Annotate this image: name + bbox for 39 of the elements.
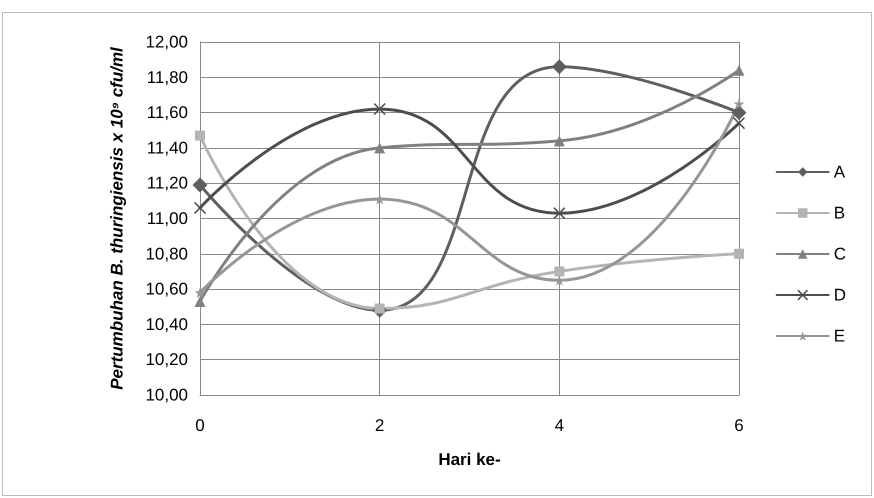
y-tick-label: 11,20 <box>146 174 188 193</box>
legend-label: D <box>834 286 846 304</box>
legend-label: A <box>834 162 846 182</box>
y-axis-title: Pertumbuhan B. thuringiensis x 10⁹ cfu/ml <box>108 46 126 390</box>
legend-label: C <box>834 244 846 264</box>
x-tick-label: 2 <box>374 416 384 435</box>
point <box>374 194 386 205</box>
point <box>732 116 746 130</box>
x-tick-label: 6 <box>734 416 744 435</box>
y-tick-label: 10,20 <box>145 350 188 370</box>
point <box>732 105 746 120</box>
x-tick-label: 0 <box>195 416 205 435</box>
x-tick-label: 4 <box>554 416 564 435</box>
y-tick-label: 10,60 <box>145 280 188 299</box>
point <box>194 202 206 214</box>
y-tick-label: 10,80 <box>145 244 188 264</box>
y-tick-label: 11,00 <box>146 209 188 228</box>
point <box>194 287 206 298</box>
y-tick-label: 12,00 <box>145 32 188 52</box>
point <box>734 98 744 110</box>
point <box>373 102 386 116</box>
point <box>552 59 567 74</box>
legend-label: E <box>834 326 846 346</box>
point <box>554 266 564 276</box>
x-axis-title: Hari ke- <box>438 450 501 469</box>
point <box>194 296 206 307</box>
point <box>734 248 744 259</box>
point <box>553 206 566 220</box>
y-tick-label: 11,40 <box>146 138 188 158</box>
point <box>554 135 565 146</box>
y-tick-label: 11,80 <box>146 68 188 87</box>
point <box>195 130 205 141</box>
point <box>734 64 744 76</box>
point <box>374 142 386 154</box>
y-tick-label: 10,40 <box>145 314 188 334</box>
y-tick-label: 11,60 <box>146 103 188 122</box>
y-tick-label: 10,00 <box>145 386 188 404</box>
point <box>192 177 208 192</box>
legend-label: B <box>834 204 846 222</box>
